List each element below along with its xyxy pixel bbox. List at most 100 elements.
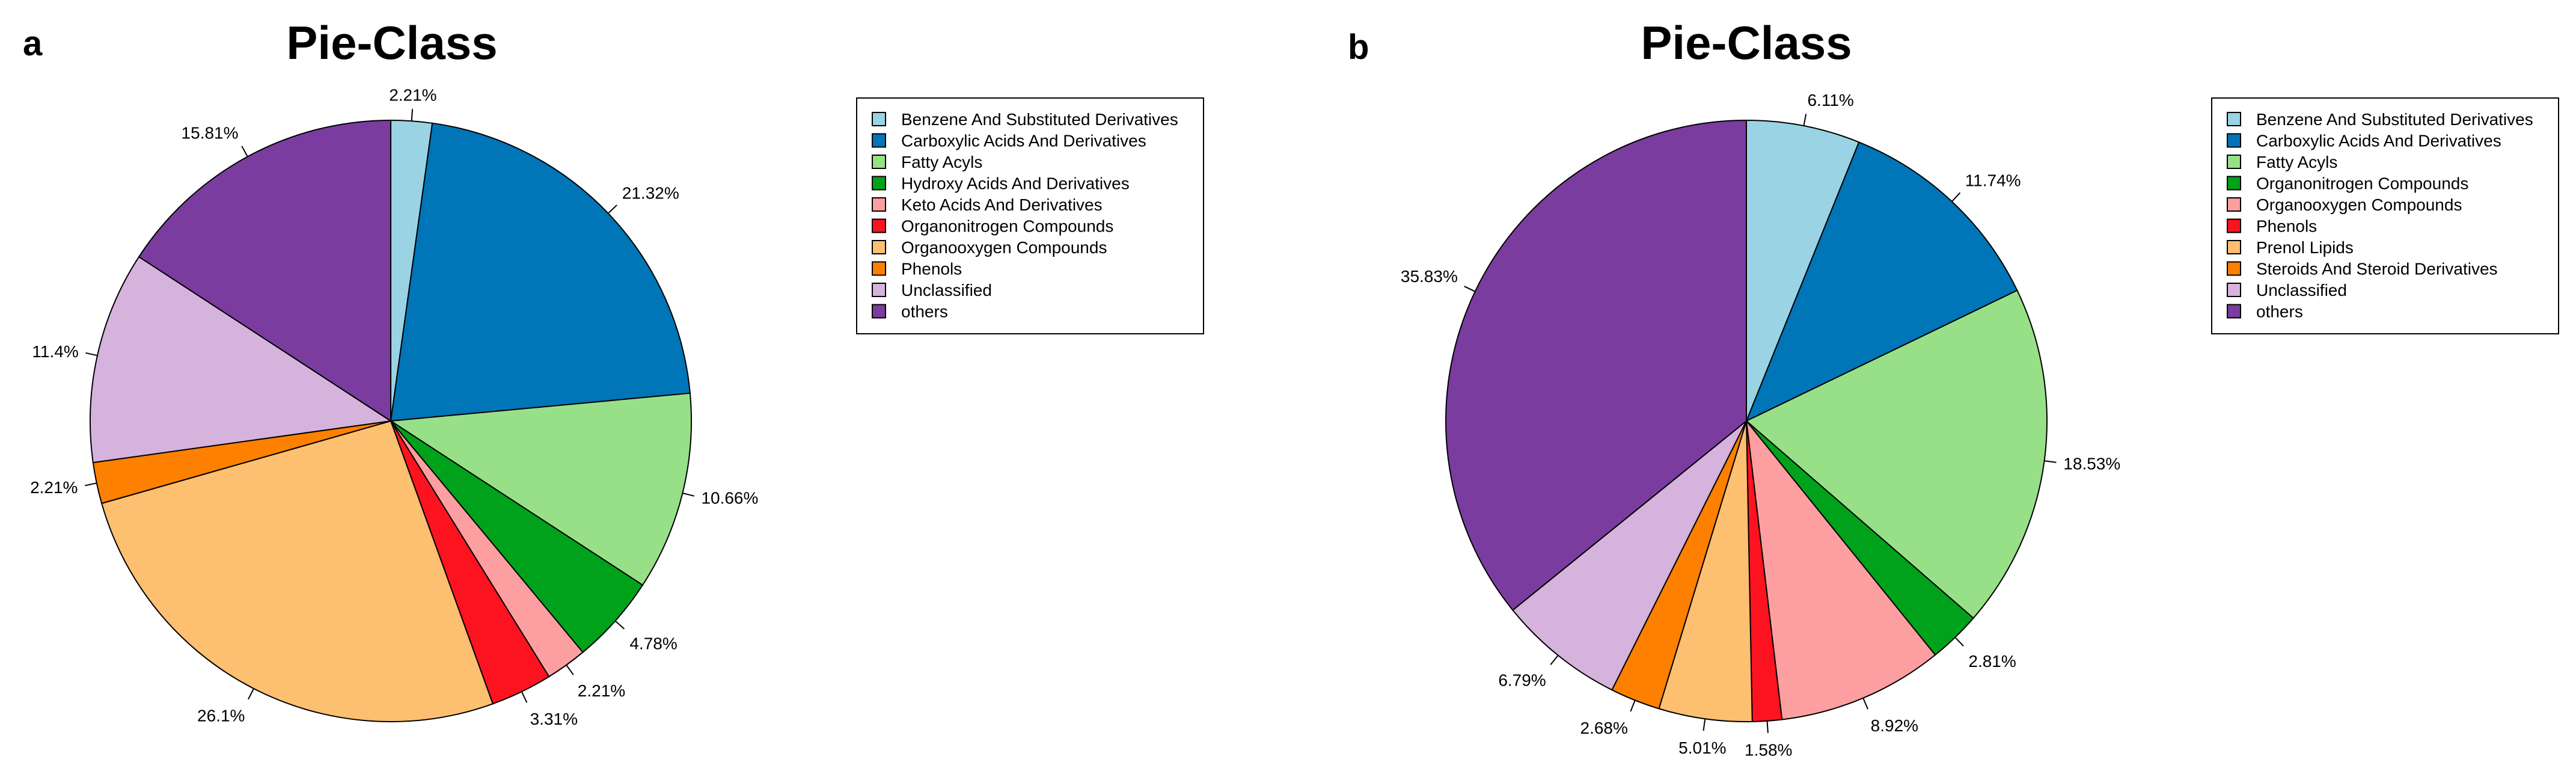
legend-swatch-prenol-lipids: [2227, 240, 2241, 254]
legend-swatch-hydroxy-acids-and-derivatives: [872, 176, 886, 191]
chart-title-b: Pie-Class: [1641, 16, 1852, 69]
chart-title-a: Pie-Class: [286, 16, 497, 69]
pie-slice-hydroxy-acids-and-derivatives: [390, 420, 644, 653]
slice-value-label: 1.58%: [1745, 741, 1792, 760]
legend-swatch-carboxylic-acids-and-derivatives: [872, 133, 886, 148]
legend-swatch-organonitrogen-compounds: [2227, 176, 2241, 191]
label-tick: [85, 482, 97, 487]
legend-label: Carboxylic Acids And Derivatives: [901, 132, 1146, 150]
label-tick: [614, 620, 625, 630]
legend-swatch-organonitrogen-compounds: [872, 218, 886, 233]
legend-a: Benzene And Substituted Derivatives Carbo…: [856, 97, 1204, 334]
slice-value-label: 21.32%: [622, 184, 679, 203]
slice-value-label: 4.78%: [629, 634, 677, 653]
label-tick: [241, 146, 248, 157]
legend-swatch-keto-acids-and-derivatives: [872, 197, 886, 212]
panel-letter-b: b: [1348, 28, 1369, 67]
legend-label: Steroids And Steroid Derivatives: [2256, 260, 2498, 278]
legend-swatch-phenols: [872, 261, 886, 276]
legend-label: Keto Acids And Derivatives: [901, 195, 1103, 214]
legend-swatch-steroids-and-steroid-derivatives: [2227, 261, 2241, 276]
pie-slice-benzene-and-substituted-derivatives: [1746, 119, 1860, 422]
label-tick: [1703, 719, 1706, 731]
label-tick: [248, 688, 254, 700]
slice-value-label: 6.11%: [1807, 91, 1853, 109]
label-tick: [1550, 655, 1559, 665]
slice-value-label: 2.81%: [1968, 652, 2016, 671]
slice-value-label: 2.21%: [389, 85, 436, 104]
legend-label: Prenol Lipids: [2256, 238, 2354, 257]
legend-frame: [2211, 97, 2559, 334]
slice-value-label: 10.66%: [701, 489, 758, 508]
label-tick: [682, 493, 695, 497]
slice-value-label: 8.92%: [1871, 716, 1918, 735]
label-tick: [521, 691, 528, 703]
slice-value-label: 35.83%: [1401, 267, 1458, 286]
label-tick: [85, 352, 98, 357]
legend-swatch-phenols: [2227, 218, 2241, 233]
legend-label: Phenols: [901, 260, 962, 278]
label-tick: [1951, 192, 1961, 202]
panel-a: a Pie-Class 2.21%21.32%10.66%4.78%2.21%3…: [23, 16, 1204, 728]
pie-chart-a: 2.21%21.32%10.66%4.78%2.21%3.31%26.1%2.2…: [30, 85, 758, 728]
pie-slice-carboxylic-acids-and-derivatives: [390, 122, 691, 422]
legend-label: Hydroxy Acids And Derivatives: [901, 174, 1130, 193]
legend-label: Unclassified: [2256, 281, 2347, 299]
pie-chart-b: 6.11% 11.74% 18.53% 2.81% 8.92% 1.58% 5.01% 2.6…: [1401, 91, 2120, 760]
panel-b: b Pie-Class 6.11% 11.74% 18.53% 2.81% 8.92% 1…: [1348, 16, 2559, 760]
pie-slice-fatty-acyls: [389, 392, 692, 586]
pie-slice-prenol-lipids: [1658, 420, 1753, 722]
legend-swatch-others: [2227, 304, 2241, 319]
slice-value-label: 3.31%: [530, 710, 578, 728]
slice-value-label: 2.21%: [578, 681, 625, 700]
label-tick: [1862, 698, 1868, 710]
legend-swatch-fatty-acyls: [872, 155, 886, 169]
legend-label: Organonitrogen Compounds: [901, 217, 1113, 236]
label-tick: [1954, 637, 1964, 646]
legend-label: others: [2256, 303, 2303, 321]
label-tick: [607, 204, 617, 214]
legend-swatch-unclassified: [2227, 283, 2241, 297]
label-tick: [1803, 114, 1807, 126]
legend-swatch-unclassified: [872, 283, 886, 297]
legend-swatch-organooxygen-compounds: [872, 240, 886, 254]
slice-value-label: 5.01%: [1678, 739, 1726, 757]
pie-slice-organooxygen-compounds: [1745, 419, 1936, 720]
legend-label: Unclassified: [901, 281, 992, 299]
legend-frame: [856, 97, 1204, 334]
slice-value-label: 2.68%: [1580, 719, 1628, 737]
legend-b: Benzene And Substituted Derivatives Carbo…: [2211, 97, 2559, 334]
legend-label: Benzene And Substituted Derivatives: [2256, 110, 2533, 129]
legend-label: Organooxygen Compounds: [901, 238, 1107, 257]
label-tick: [1464, 286, 1476, 292]
label-tick: [566, 665, 574, 675]
legend-label: Fatty Acyls: [901, 153, 982, 171]
label-tick: [2044, 460, 2057, 463]
pie-slice-others: [138, 119, 391, 422]
legend-swatch-carboxylic-acids-and-derivatives: [2227, 133, 2241, 148]
slice-value-label: 6.79%: [1498, 671, 1546, 690]
legend-swatch-fatty-acyls: [2227, 155, 2241, 169]
legend-label: Benzene And Substituted Derivatives: [901, 110, 1178, 129]
panel-letter-a: a: [23, 24, 43, 63]
slice-value-label: 11.4%: [32, 342, 78, 361]
legend-swatch-organooxygen-compounds: [2227, 197, 2241, 212]
legend-label: Phenols: [2256, 217, 2317, 236]
label-tick: [1766, 720, 1769, 733]
legend-label: Fatty Acyls: [2256, 153, 2337, 171]
label-tick: [1630, 700, 1636, 712]
legend-label: Organonitrogen Compounds: [2256, 174, 2468, 193]
legend-swatch-benzene-and-substituted-derivatives: [2227, 112, 2241, 126]
legend-label: others: [901, 303, 948, 321]
slice-value-label: 2.21%: [30, 478, 78, 497]
legend-swatch-others: [872, 304, 886, 319]
legend-label: Carboxylic Acids And Derivatives: [2256, 132, 2501, 150]
pie-slice-others: [1445, 119, 1747, 611]
legend-label: Organooxygen Compounds: [2256, 195, 2462, 214]
slice-value-label: 26.1%: [197, 706, 245, 725]
legend-swatch-benzene-and-substituted-derivatives: [872, 112, 886, 126]
slice-value-label: 11.74%: [1965, 171, 2021, 190]
slice-value-label: 18.53%: [2063, 454, 2120, 473]
slice-value-label: 15.81%: [182, 123, 239, 142]
